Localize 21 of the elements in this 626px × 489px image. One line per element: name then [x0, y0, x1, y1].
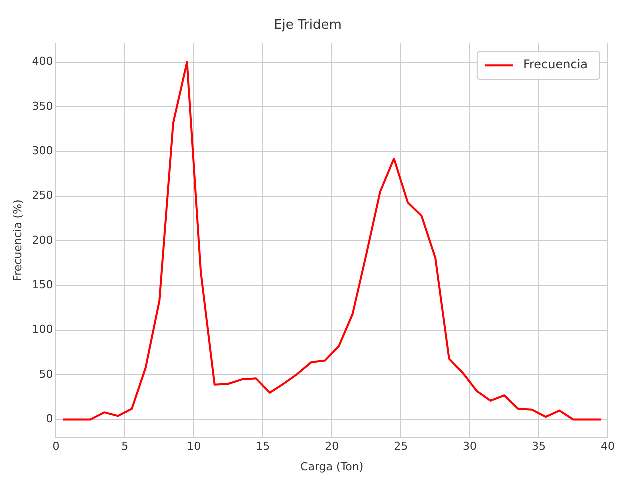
- y-tick-label: 400: [32, 55, 54, 68]
- x-axis-title: Carga (Ton): [300, 460, 364, 474]
- y-tick-label: 250: [32, 189, 54, 202]
- x-tick-label: 35: [532, 440, 546, 454]
- x-tick-label: 40: [601, 440, 615, 454]
- y-tick-label: 350: [32, 100, 54, 113]
- y-tick-label: 50: [39, 368, 54, 381]
- chart-title: Eje Tridem: [274, 18, 342, 34]
- y-tick-label: 0: [46, 412, 54, 426]
- x-tick-label: 25: [394, 440, 408, 454]
- y-tick-label: 150: [32, 278, 54, 292]
- legend-label: Frecuencia: [523, 58, 588, 72]
- x-tick-label: 5: [122, 440, 129, 454]
- x-tick-label: 15: [256, 440, 270, 454]
- x-tick-label: 30: [463, 440, 478, 454]
- y-axis-title: Frecuencia (%): [11, 200, 24, 282]
- y-tick-label: 300: [32, 144, 54, 158]
- y-tick-label: 100: [32, 323, 54, 336]
- x-tick-label: 20: [325, 440, 340, 454]
- y-tick-label: 200: [32, 234, 54, 247]
- x-tick-label: 10: [187, 440, 202, 454]
